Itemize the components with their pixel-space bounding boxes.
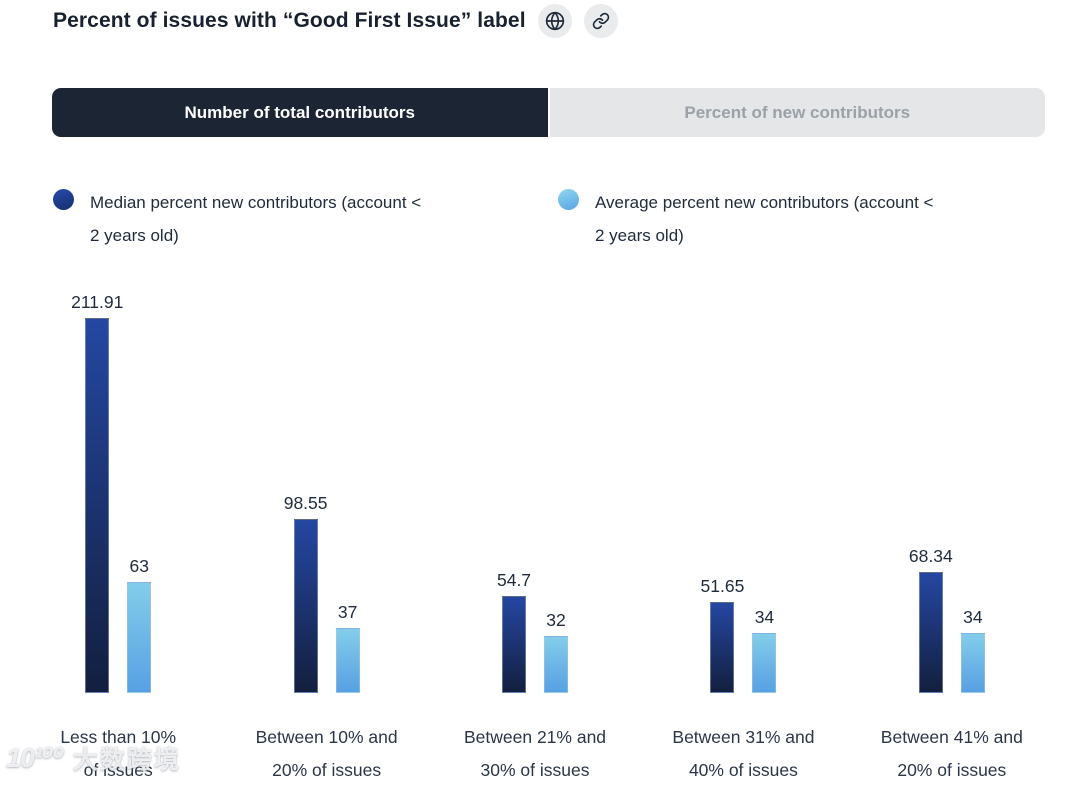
bar-group: 98.55 37 <box>222 318 430 693</box>
bar-value-label: 68.34 <box>908 546 953 567</box>
median-bar-fill <box>293 518 318 693</box>
median-bar-fill <box>710 601 735 693</box>
average-bar-fill <box>544 636 569 693</box>
median-bar[interactable]: 51.65 <box>701 576 744 693</box>
median-bar-fill <box>918 572 943 693</box>
legend-label: Average percent new contributors (accoun… <box>595 193 934 245</box>
average-bar[interactable]: 34 <box>752 607 777 693</box>
median-bar[interactable]: 211.91 <box>71 292 123 693</box>
bar-value-label: 98.55 <box>283 492 328 513</box>
bar-chart: 211.91 63 98.55 37 54.7 32 51.65 34 68.34 34 <box>14 292 1056 693</box>
average-bar-fill <box>960 632 985 693</box>
median-bar[interactable]: 98.55 <box>284 493 328 693</box>
tab-percent-of-new-contributors[interactable]: Percent of new contributors <box>547 88 1045 137</box>
link-icon <box>592 12 610 30</box>
average-bar[interactable]: 34 <box>960 607 985 693</box>
average-bar[interactable]: 63 <box>127 556 152 693</box>
bar-group: 51.65 34 <box>639 318 847 693</box>
category-label: Between 21% and 30% of issues <box>463 727 607 780</box>
globe-button[interactable] <box>537 4 572 38</box>
bar-value-label: 32 <box>546 610 566 631</box>
copy-link-button[interactable] <box>583 4 618 38</box>
bar-value-label: 211.91 <box>71 292 124 312</box>
bar-group: 54.7 32 <box>431 318 639 693</box>
tab-bar: Number of total contributors Percent of … <box>52 88 1045 137</box>
average-bar-fill <box>752 632 777 693</box>
bar-value-label: 51.65 <box>700 575 745 596</box>
page-title: Percent of issues with “Good First Issue… <box>53 9 526 32</box>
median-bar[interactable]: 54.7 <box>497 570 531 693</box>
bar-value-label: 63 <box>129 555 149 576</box>
tab-number-of-total-contributors[interactable]: Number of total contributors <box>52 88 548 137</box>
category-label: Between 10% and 20% of issues <box>255 727 398 780</box>
bar-value-label: 54.7 <box>496 570 532 591</box>
bar-value-label: 34 <box>963 606 983 627</box>
legend-item-median[interactable]: Median percent new contributors (account… <box>53 186 558 252</box>
bar-value-label: 37 <box>337 601 358 622</box>
median-bar[interactable]: 68.34 <box>909 546 953 693</box>
average-bar-fill <box>127 581 152 693</box>
globe-icon <box>545 11 565 31</box>
legend-dot-median-icon <box>53 189 74 210</box>
legend-dot-average-icon <box>558 189 579 210</box>
median-bar-fill <box>502 596 527 693</box>
average-bar[interactable]: 32 <box>544 610 569 693</box>
bar-group: 211.91 63 <box>14 292 222 693</box>
bar-group: 68.34 34 <box>848 318 1056 693</box>
header: Percent of issues with “Good First Issue… <box>53 4 1060 38</box>
bar-value-label: 34 <box>754 606 775 627</box>
category-axis: Less than 10% of issues Between 10% and 20%… <box>14 721 1056 787</box>
legend-label: Median percent new contributors (account… <box>90 193 422 245</box>
category-label: Less than 10% of issues <box>60 727 177 780</box>
average-bar-fill <box>335 627 360 693</box>
category-label: Between 41% and 20% of issues <box>880 727 1023 780</box>
category-label: Between 31% and 40% of issues <box>672 727 815 780</box>
average-bar[interactable]: 37 <box>335 602 360 693</box>
chart-legend: Median percent new contributors (account… <box>53 186 933 252</box>
legend-item-average[interactable]: Average percent new contributors (accoun… <box>558 186 933 252</box>
median-bar-fill <box>85 318 110 693</box>
